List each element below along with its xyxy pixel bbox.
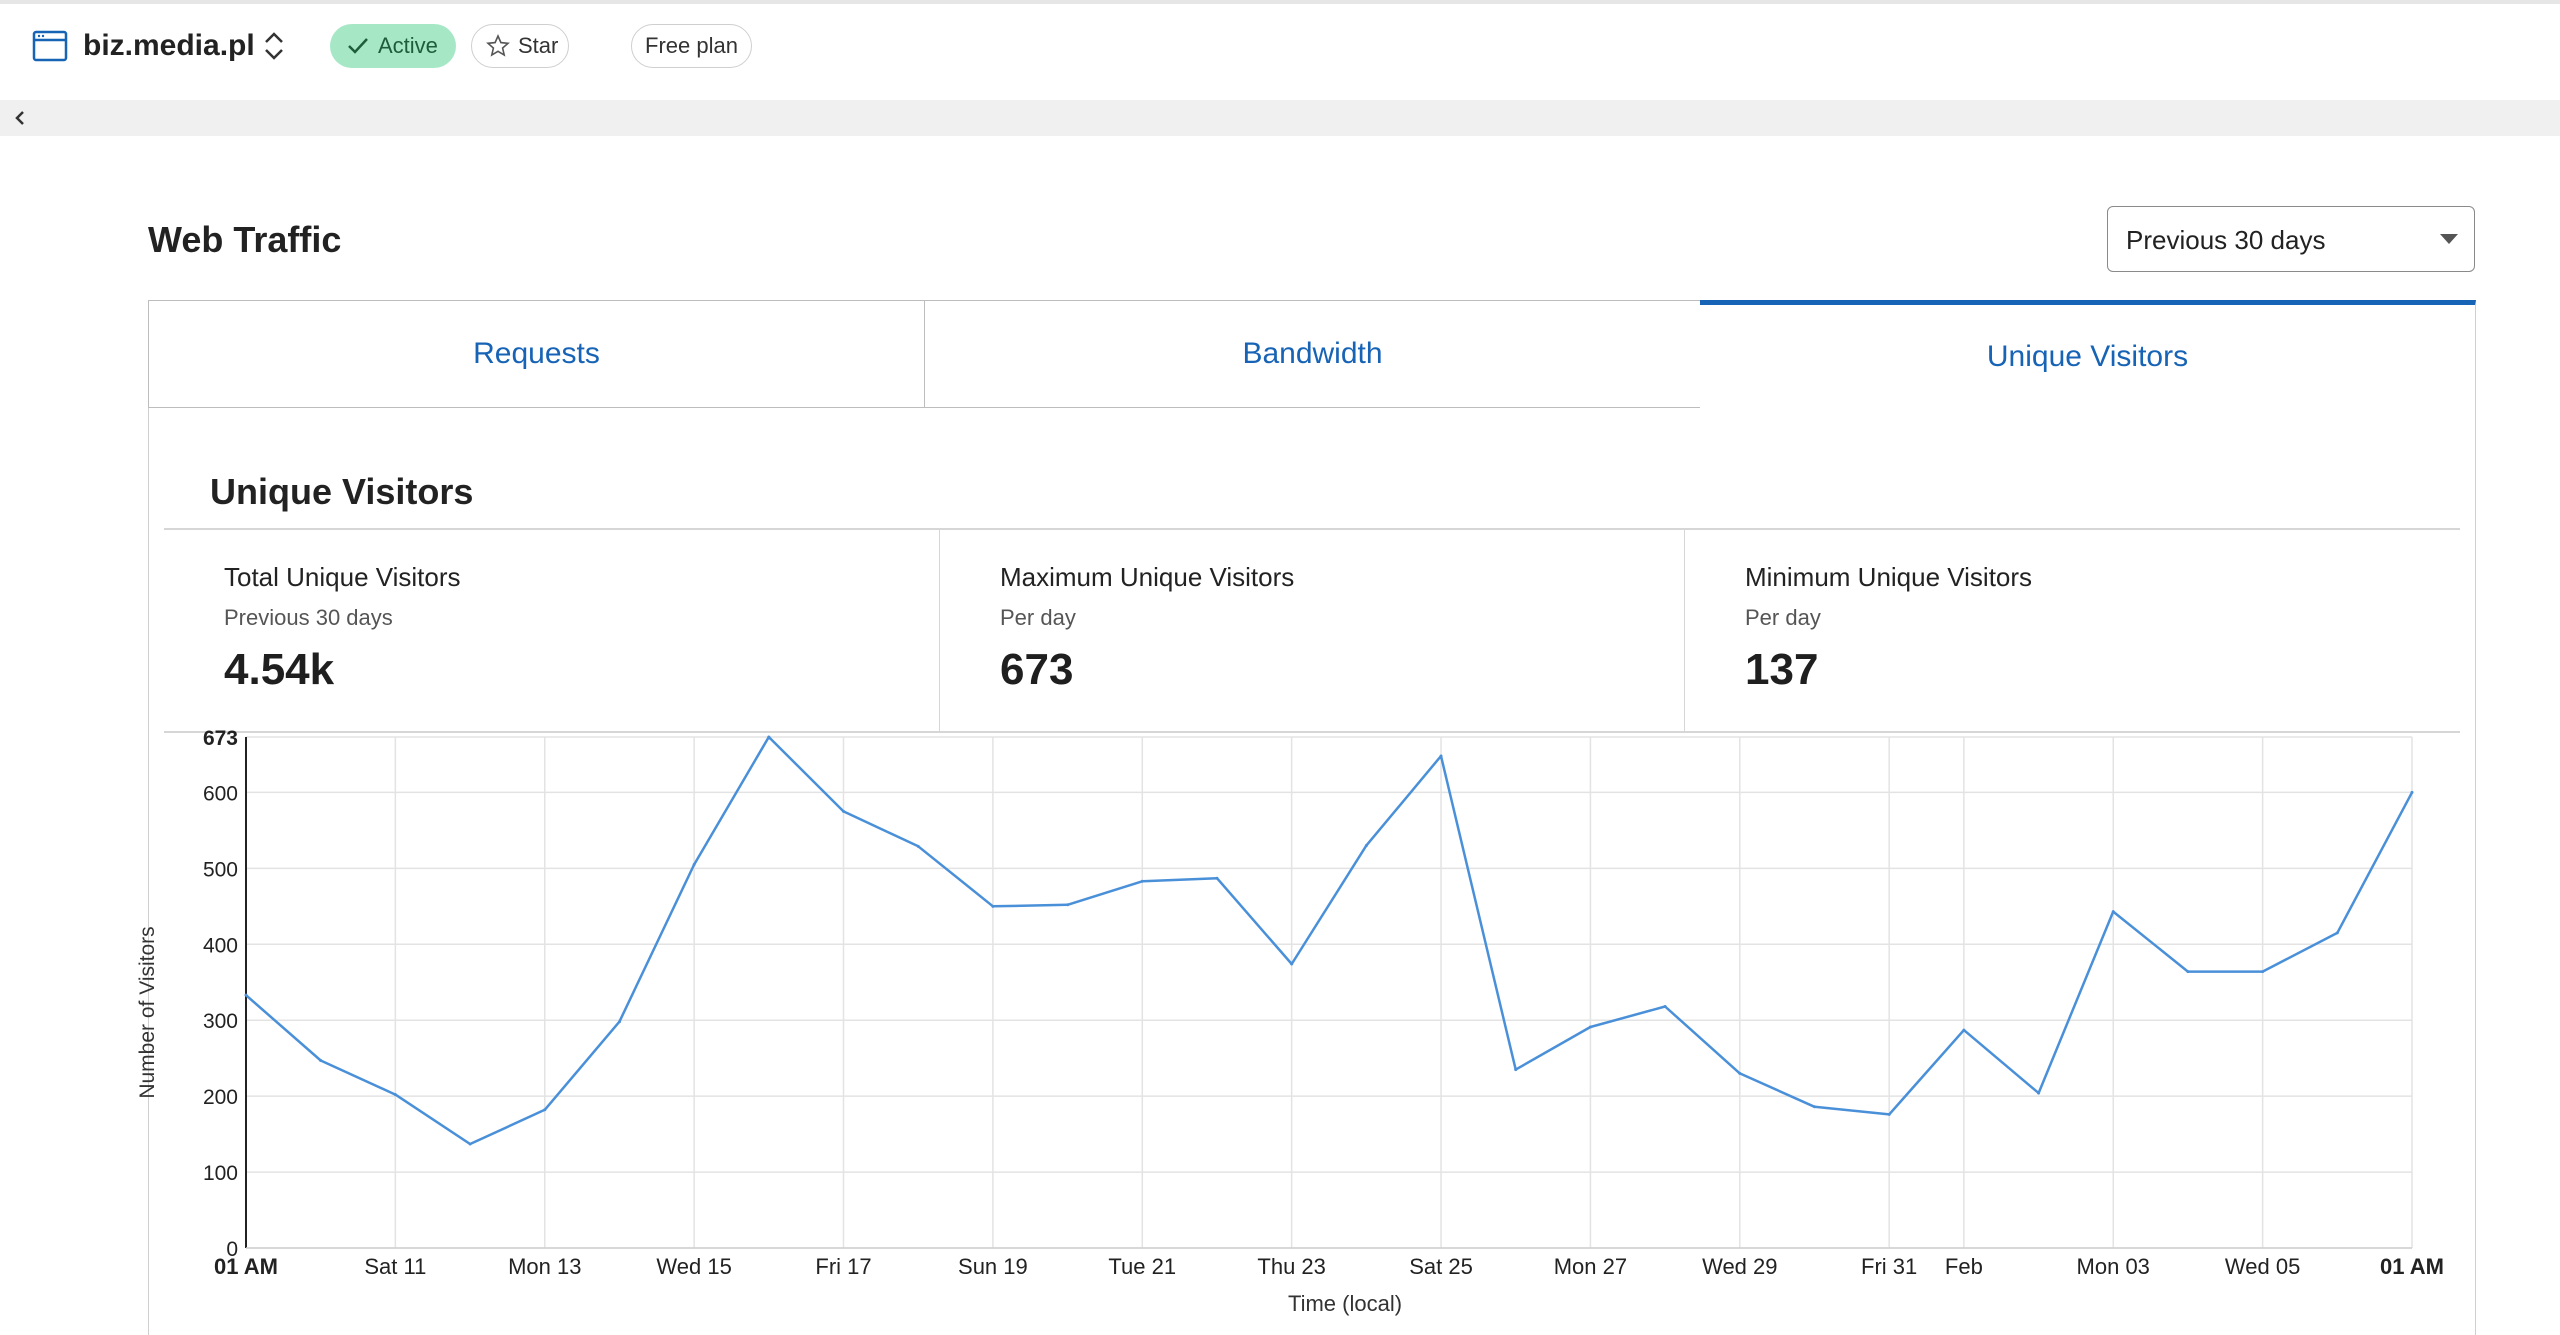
x-tick-label: Fri 17	[815, 1254, 871, 1279]
time-range-select[interactable]: Previous 30 days	[2107, 206, 2475, 272]
data-point	[1364, 844, 1368, 848]
check-icon	[348, 38, 368, 54]
x-tick-label: Sat 25	[1409, 1254, 1473, 1279]
y-tick-label: 100	[203, 1162, 238, 1185]
data-point	[1738, 1071, 1742, 1075]
x-tick-label: 01 AM	[2380, 1254, 2444, 1279]
data-point	[2037, 1091, 2041, 1095]
plan-badge: Free plan	[631, 24, 752, 68]
data-point	[2111, 910, 2115, 914]
data-point	[1066, 903, 1070, 907]
site-name: biz.media.pl	[83, 29, 255, 62]
x-axis-title: Time (local)	[1288, 1291, 1402, 1316]
stat-sub: Per day	[1000, 605, 1076, 630]
data-point	[991, 904, 995, 908]
stat-value: 673	[1000, 645, 1074, 694]
data-point	[1514, 1068, 1518, 1072]
stat-sub: Per day	[1745, 605, 1821, 630]
data-point	[244, 993, 248, 997]
x-tick-label: Mon 03	[2077, 1254, 2150, 1279]
data-point	[1140, 879, 1144, 883]
star-label: Star	[518, 33, 559, 58]
unique-visitors-chart: 0 100 200 300 400 500 600 673 01 AM Sat 11 Mon 13 W…	[136, 727, 2444, 1316]
y-tick-label: 673	[203, 727, 238, 750]
tab-requests[interactable]: Requests	[148, 300, 925, 408]
stat-maximum-unique-visitors: Maximum Unique Visitors Per day 673	[940, 530, 1685, 732]
data-point	[916, 844, 920, 848]
data-point	[1290, 962, 1294, 966]
traffic-panel	[148, 300, 2476, 1335]
tab-bandwidth[interactable]: Bandwidth	[924, 300, 1701, 408]
x-tick-label: 01 AM	[214, 1254, 278, 1279]
y-tick-label: 600	[203, 782, 238, 805]
stat-label: Total Unique Visitors	[224, 562, 461, 592]
series-line	[245, 735, 2414, 1146]
data-point	[393, 1093, 397, 1097]
data-point	[1439, 754, 1443, 758]
site-header: biz.media.pl Active Star Free plan	[0, 4, 2560, 84]
data-point	[2186, 970, 2190, 974]
x-tick-label: Wed 29	[1702, 1254, 1777, 1279]
x-tick-label: Sat 11	[364, 1254, 426, 1279]
y-axis-title: Number of Visitors	[136, 926, 159, 1098]
x-tick-label: Mon 13	[508, 1254, 581, 1279]
tab-unique-visitors[interactable]: Unique Visitors	[1700, 300, 2476, 408]
top-border	[0, 0, 2560, 4]
star-icon	[486, 34, 510, 57]
y-tick-label: 200	[203, 1086, 238, 1109]
data-point	[692, 863, 696, 867]
data-point	[1812, 1105, 1816, 1109]
collapse-bar	[0, 100, 2560, 136]
chevron-left-icon[interactable]	[8, 106, 32, 130]
y-tick-label: 400	[203, 934, 238, 957]
stat-label: Maximum Unique Visitors	[1000, 562, 1295, 592]
x-tick-label: Wed 05	[2225, 1254, 2300, 1279]
x-tick-label: Thu 23	[1257, 1254, 1326, 1279]
data-point	[319, 1058, 323, 1062]
data-point	[842, 809, 846, 813]
stat-total-unique-visitors: Total Unique Visitors Previous 30 days 4…	[164, 530, 940, 732]
up-down-chevron-icon[interactable]	[258, 26, 290, 66]
data-point	[767, 735, 771, 739]
data-point	[617, 1020, 621, 1024]
status-badge: Active	[330, 24, 456, 68]
x-tick-label: Sun 19	[958, 1254, 1028, 1279]
divider	[164, 528, 2460, 530]
x-tick-label: Feb	[1945, 1254, 1983, 1279]
y-tick-label: 500	[203, 858, 238, 881]
data-point	[1215, 876, 1219, 880]
stat-label: Minimum Unique Visitors	[1745, 562, 2033, 592]
time-range-value: Previous 30 days	[2126, 225, 2326, 255]
stat-value: 4.54k	[224, 645, 335, 694]
page-title: Web Traffic	[148, 219, 342, 260]
section-title: Unique Visitors	[210, 471, 474, 512]
data-point	[1588, 1025, 1592, 1029]
y-tick-label: 0	[226, 1238, 238, 1261]
data-point	[543, 1108, 547, 1112]
browser-window-icon	[32, 30, 68, 62]
caret-down-icon	[2440, 234, 2458, 244]
stat-minimum-unique-visitors: Minimum Unique Visitors Per day 137	[1685, 530, 2460, 732]
data-point	[2335, 931, 2339, 935]
stat-value: 137	[1745, 645, 1819, 694]
status-label: Active	[378, 33, 438, 58]
star-button[interactable]: Star	[471, 24, 569, 68]
divider	[164, 731, 2460, 733]
data-point	[468, 1142, 472, 1146]
y-tick-label: 300	[203, 1010, 238, 1033]
data-point	[1887, 1112, 1891, 1116]
data-point	[2410, 790, 2414, 794]
data-point	[2261, 970, 2265, 974]
data-point	[1962, 1028, 1966, 1032]
x-tick-label: Tue 21	[1108, 1254, 1176, 1279]
x-tick-label: Fri 31	[1861, 1254, 1917, 1279]
x-tick-label: Mon 27	[1554, 1254, 1627, 1279]
stat-sub: Previous 30 days	[224, 605, 393, 630]
x-tick-label: Wed 15	[656, 1254, 731, 1279]
data-point	[1663, 1005, 1667, 1009]
